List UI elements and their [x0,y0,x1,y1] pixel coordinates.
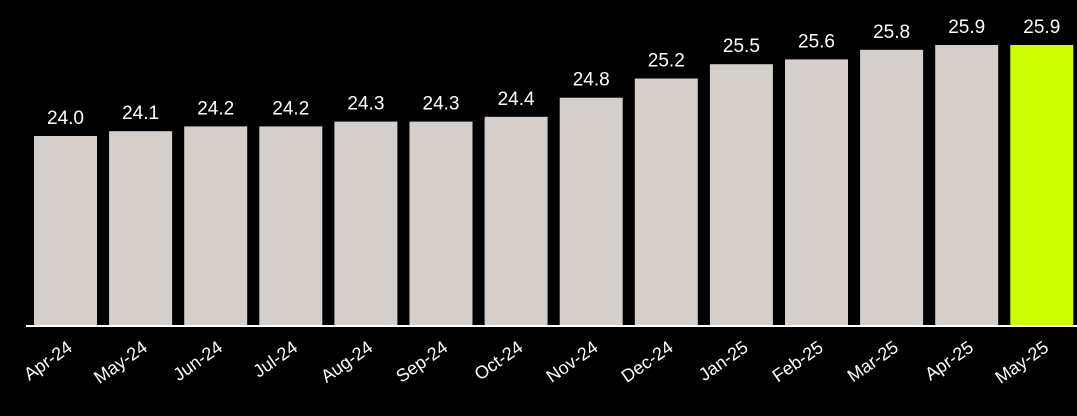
x-tick-labels: Apr-24 May-24 Jun-24 Jul-24 Aug-24 Sep-24 Oct-… [20,337,1052,388]
value-label: 25.9 [948,17,985,38]
value-label: 25.2 [648,51,685,72]
value-label: 24.8 [573,70,610,91]
value-label: 25.6 [798,31,835,52]
value-labels-layer: 24.0 24.1 24.2 24.2 24.3 24.3 24.4 24.8 25.2 25.5… [47,17,1060,129]
bar-may-24 [109,131,173,326]
x-tick-label: Dec-24 [618,337,677,387]
value-label: 25.8 [873,22,910,43]
bar-jun-24 [184,126,248,327]
bar-may-25 [1010,45,1074,326]
bar-apr-25 [935,45,999,326]
bar-jan-25 [709,64,773,326]
value-label: 24.2 [272,98,309,119]
x-tick-label: Jun-24 [169,337,226,385]
x-tick-label: May-24 [90,337,151,388]
bar-sep-24 [409,121,473,326]
x-tick-label: Aug-24 [317,337,376,387]
x-tick-label: May-25 [991,337,1052,388]
bar-nov-24 [559,97,623,326]
x-tick-label: Feb-25 [769,337,827,386]
value-label: 24.2 [197,98,234,119]
x-tick-label: Apr-24 [20,337,76,384]
value-label: 25.5 [723,36,760,57]
bar-aug-24 [334,121,398,326]
bars-layer [34,45,1074,327]
bar-feb-25 [785,59,848,327]
x-tick-label: Mar-25 [844,337,902,386]
bar-apr-24 [34,136,97,326]
value-label: 24.3 [423,94,460,115]
x-tick-label: Sep-24 [392,337,451,387]
value-label: 24.3 [347,94,384,115]
bar-jul-24 [259,126,323,327]
x-tick-label: Jan-25 [695,337,752,385]
value-label: 24.1 [122,103,159,124]
x-tick-label: Oct-24 [471,337,527,384]
value-label: 25.9 [1023,17,1060,38]
x-tick-label: Apr-25 [921,337,977,384]
bar-oct-24 [484,116,548,326]
value-label: 24.4 [498,89,535,110]
x-tick-label: Nov-24 [542,337,601,387]
bar-dec-24 [634,78,698,326]
bar-mar-25 [860,49,924,327]
x-tick-label: Jul-24 [249,337,301,382]
value-label: 24.0 [47,108,84,129]
